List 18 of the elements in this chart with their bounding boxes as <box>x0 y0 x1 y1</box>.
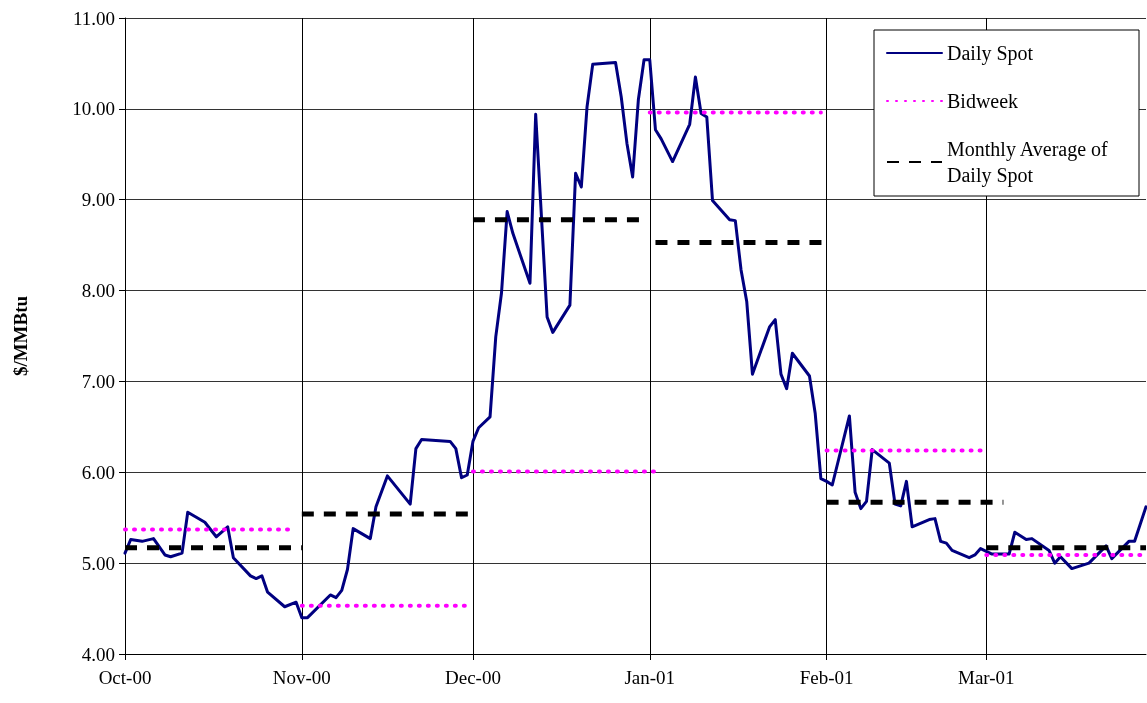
y-tick-label: 8.00 <box>81 280 115 302</box>
y-tick-label: 11.00 <box>72 7 115 29</box>
x-tick-label: Dec-00 <box>444 667 501 688</box>
y-tick-label: 5.00 <box>81 552 115 574</box>
y-tick-label: 9.00 <box>81 189 115 211</box>
legend-label: Bidweek <box>947 90 1019 112</box>
x-tick-label: Oct-00 <box>98 667 152 688</box>
y-tick-label: 10.00 <box>72 98 115 120</box>
x-tick-label: Mar-01 <box>957 667 1015 688</box>
legend-label: Daily Spot <box>947 42 1034 65</box>
y-tick-label: 6.00 <box>81 461 115 483</box>
x-tick-label: Jan-01 <box>624 667 676 688</box>
y-tick-label: 4.00 <box>81 643 115 665</box>
y-axis-title: $/MMBtu <box>10 295 31 377</box>
legend-label: Monthly Average of Daily Spot <box>947 138 1113 187</box>
y-tick-label: 7.00 <box>81 370 115 392</box>
x-tick-label: Feb-01 <box>799 667 854 688</box>
x-tick-label: Nov-00 <box>272 667 331 688</box>
